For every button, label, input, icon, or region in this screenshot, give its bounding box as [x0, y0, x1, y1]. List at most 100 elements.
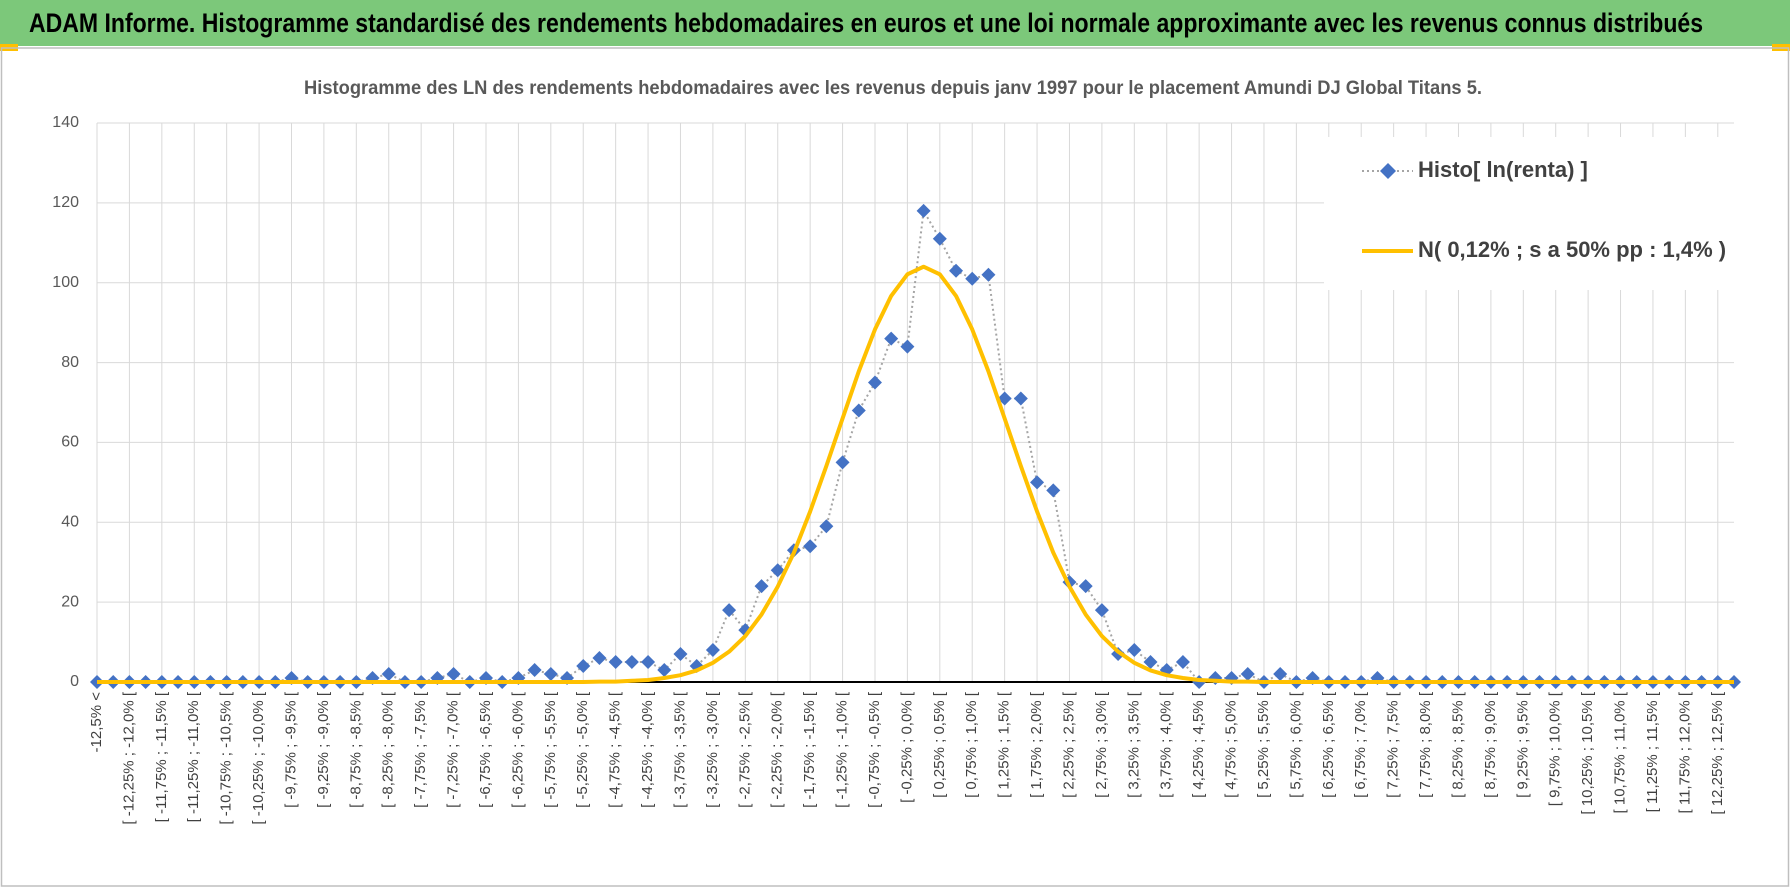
data-point [819, 519, 834, 534]
y-tick-label: 120 [52, 194, 79, 211]
x-tick-label: [ 10,75% ; 11,0% [ [1612, 691, 1629, 813]
data-point [900, 339, 915, 354]
x-tick-label: [ -1,25% ; -1,0% [ [834, 691, 851, 808]
y-tick-label: 20 [61, 593, 79, 610]
x-tick-label: [ -11,75% ; -11,5% [ [153, 691, 170, 822]
data-point [1013, 391, 1028, 406]
x-tick-label: [ 0,75% ; 1,0% [ [963, 691, 980, 798]
x-tick-label: [ 11,25% ; 11,5% [ [1644, 691, 1661, 812]
x-tick-label: [ -7,25% ; -7,0% [ [445, 691, 462, 808]
x-tick-label: [ 1,25% ; 1,5% [ [996, 691, 1013, 798]
legend-label: Histo[ ln(renta) ] [1418, 157, 1588, 182]
x-tick-label: [ -9,75% ; -9,5% [ [282, 691, 299, 808]
x-tick-label: [ -4,25% ; -4,0% [ [639, 691, 656, 808]
x-tick-label: [ 2,25% ; 2,5% [ [1060, 691, 1077, 798]
x-tick-label: [ -6,75% ; -6,5% [ [477, 691, 494, 808]
x-tick-label: [ -7,75% ; -7,5% [ [412, 691, 429, 808]
data-point [705, 643, 720, 658]
data-point [1240, 667, 1255, 682]
series-line [97, 264, 1734, 684]
data-point [592, 651, 607, 666]
x-tick-label: [ 5,25% ; 5,5% [ [1255, 691, 1272, 798]
data-point [608, 655, 623, 670]
legend-label: N( 0,12% ; s a 50% pp : 1,4% ) [1418, 237, 1726, 262]
data-point [949, 263, 964, 278]
x-tick-label: [ -6,25% ; -6,0% [ [509, 691, 526, 808]
data-point [754, 579, 769, 594]
x-tick-label: [ -8,75% ; -8,5% [ [347, 691, 364, 808]
data-point [1046, 483, 1061, 498]
x-tick-label: [ 1,75% ; 2,0% [ [1028, 691, 1045, 798]
data-point [997, 391, 1012, 406]
data-point [965, 271, 980, 286]
data-point [527, 663, 542, 678]
x-tick-label: [ -9,25% ; -9,0% [ [315, 691, 332, 808]
data-point [770, 563, 785, 578]
data-point [576, 659, 591, 674]
x-tick-label: [ -3,75% ; -3,5% [ [671, 691, 688, 808]
x-tick-label: [ -3,25% ; -3,0% [ [704, 691, 721, 808]
data-point [1175, 655, 1190, 670]
x-tick-label: [ -11,25% ; -11,0% [ [185, 691, 202, 822]
x-tick-label: [ 4,25% ; 4,5% [ [1190, 691, 1207, 798]
x-tick-label: [ 0,25% ; 0,5% [ [931, 691, 948, 798]
data-point [1078, 579, 1093, 594]
y-tick-label: 80 [61, 354, 79, 371]
data-point [543, 667, 558, 682]
data-point [1030, 475, 1045, 490]
data-point [446, 667, 461, 682]
x-tick-label: [ 3,25% ; 3,5% [ [1125, 691, 1142, 798]
data-point [803, 539, 818, 554]
x-tick-label: [ 9,75% ; 10,0% [ [1547, 691, 1564, 806]
data-point [641, 655, 656, 670]
x-tick-label: [ 8,25% ; 8,5% [ [1449, 691, 1466, 798]
x-tick-label: [ 11,75% ; 12,0% [ [1676, 691, 1693, 813]
x-tick-label: [ 4,75% ; 5,0% [ [1223, 691, 1240, 798]
x-tick-label: [ -12,25% ; -12,0% [ [120, 691, 137, 824]
x-tick-label: [ 7,25% ; 7,5% [ [1385, 691, 1402, 798]
x-tick-label: [ 9,25% ; 9,5% [ [1514, 691, 1531, 798]
x-tick-label: [ -5,25% ; -5,0% [ [574, 691, 591, 808]
data-point [884, 331, 899, 346]
x-tick-label: [ -4,75% ; -4,5% [ [607, 691, 624, 808]
x-tick-label: [ -2,25% ; -2,0% [ [769, 691, 786, 808]
y-tick-label: 100 [52, 274, 79, 291]
data-point [916, 203, 931, 218]
x-tick-label: [ 12,25% ; 12,5% [ [1709, 691, 1726, 814]
x-tick-label: [ -0,25% ; 0,0% [ [898, 691, 915, 803]
data-point [867, 375, 882, 390]
banner [0, 0, 1790, 46]
data-point [1094, 603, 1109, 618]
x-tick-label: [ 10,25% ; 10,5% [ [1579, 691, 1596, 814]
chart-border [0, 47, 1790, 887]
data-point [981, 267, 996, 282]
x-tick-label: [ -2,75% ; -2,5% [ [736, 691, 753, 808]
x-tick-label: [ -8,25% ; -8,0% [ [380, 691, 397, 808]
x-tick-label: [ -10,75% ; -10,5% [ [218, 691, 235, 824]
data-point [1127, 643, 1142, 658]
data-point [657, 663, 672, 678]
x-tick-label: [ 3,75% ; 4,0% [ [1158, 691, 1175, 798]
y-tick-label: 60 [61, 434, 79, 451]
data-point [722, 603, 737, 618]
data-point [673, 647, 688, 662]
page-title: ADAM Informe. Histogramme standardisé de… [29, 8, 1703, 38]
x-tick-label: -12,5% < [88, 692, 105, 753]
legend-box [1324, 137, 1735, 290]
x-tick-label: [ 6,25% ; 6,5% [ [1320, 691, 1337, 798]
y-tick-label: 40 [61, 514, 79, 531]
x-tick-label: [ 7,75% ; 8,0% [ [1417, 691, 1434, 798]
x-tick-label: [ 2,75% ; 3,0% [ [1093, 691, 1110, 798]
data-point [932, 231, 947, 246]
chart-title: Histogramme des LN des rendements hebdom… [304, 78, 1482, 99]
data-point [1273, 667, 1288, 682]
data-point [1143, 655, 1158, 670]
data-point [381, 667, 396, 682]
data-point [851, 403, 866, 418]
data-point [835, 455, 850, 470]
data-point [624, 655, 639, 670]
y-tick-label: 140 [52, 114, 79, 131]
legend-marker [1380, 163, 1396, 179]
x-tick-label: [ -0,75% ; -0,5% [ [866, 691, 883, 808]
